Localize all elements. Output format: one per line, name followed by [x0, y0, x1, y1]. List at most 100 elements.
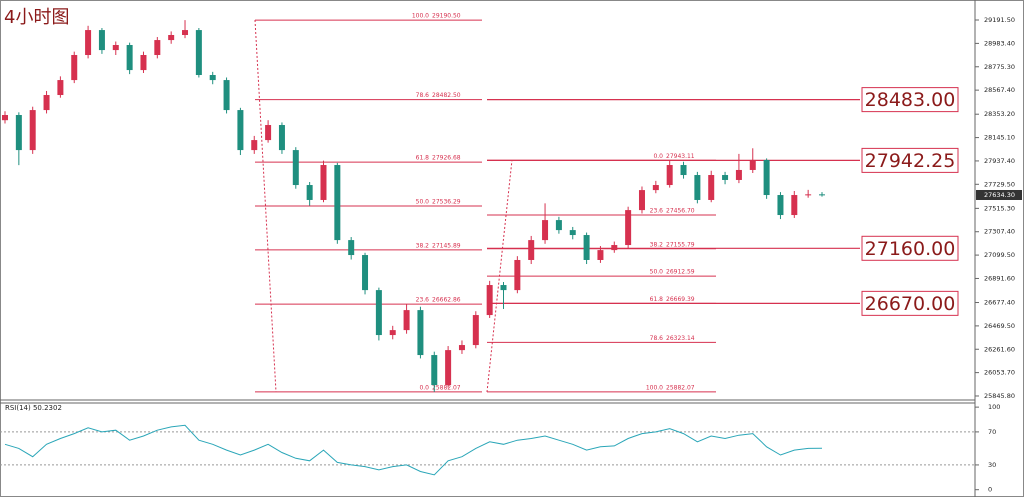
- y-tick-label: 28567.40: [984, 86, 1015, 94]
- y-tick-label: 26891.60: [984, 274, 1015, 282]
- candle-body: [154, 40, 161, 56]
- fib-price: 27536.29: [432, 199, 461, 206]
- key-level-label: 27942.25: [865, 150, 956, 172]
- fib-ratio: 61.8: [650, 296, 664, 303]
- fib-ratio: 61.8: [416, 155, 430, 162]
- fib-ratio: 78.6: [650, 335, 664, 342]
- candle-body: [652, 185, 659, 191]
- key-level-box: [861, 290, 959, 316]
- candle-body: [112, 45, 119, 51]
- y-tick-label: 100: [988, 403, 1000, 411]
- fib-price: 25882.07: [432, 384, 461, 391]
- candle-body: [29, 110, 36, 151]
- y-tick-label: 28775.30: [984, 63, 1015, 71]
- fib-ratio: 50.0: [416, 199, 430, 206]
- candle-body: [583, 235, 590, 260]
- candle-body: [805, 194, 812, 196]
- fib-price: 27943.11: [666, 153, 695, 160]
- candle-body: [445, 350, 452, 386]
- candle-body: [749, 159, 756, 170]
- y-tick-label: 25845.80: [984, 392, 1015, 400]
- y-tick-label: 27307.40: [984, 228, 1015, 236]
- y-tick-label: 27099.50: [984, 251, 1015, 259]
- candle-body: [265, 125, 272, 141]
- candle-body: [375, 290, 382, 336]
- fib-ratio: 100.0: [412, 13, 429, 20]
- candle-body: [168, 35, 175, 41]
- candle-body: [542, 220, 549, 241]
- candle-body: [528, 240, 535, 260]
- candle-body: [348, 240, 355, 256]
- fib-ratio: 100.0: [646, 384, 663, 391]
- price-tag-label: 27634.30: [984, 191, 1015, 199]
- candle-body: [597, 250, 604, 260]
- candle-body: [278, 125, 285, 151]
- candle-body: [555, 220, 562, 231]
- fib-price: 27155.79: [666, 241, 695, 248]
- candle-body: [334, 165, 341, 241]
- rsi-line: [4, 424, 823, 476]
- fib-price: 25882.07: [666, 384, 695, 391]
- candle-body: [666, 165, 673, 186]
- y-tick-label: 70: [988, 428, 996, 436]
- candle-body: [251, 140, 258, 151]
- chart-title: 4小时图: [4, 7, 69, 28]
- candle-body: [763, 159, 770, 196]
- candle-body: [791, 195, 798, 216]
- fib-price: 27145.89: [432, 242, 461, 249]
- candle-body: [500, 285, 507, 291]
- candle-body: [362, 255, 369, 291]
- fib-price: 26662.86: [432, 297, 461, 304]
- candle-body: [223, 80, 230, 111]
- key-level-label: 28483.00: [865, 89, 956, 111]
- fib-price: 27456.70: [666, 207, 695, 214]
- candle-body: [71, 55, 78, 81]
- fib-ratio: 0.0: [419, 384, 429, 391]
- fib-price: 29190.50: [432, 13, 461, 20]
- y-tick-label: 28983.40: [984, 39, 1015, 47]
- y-tick-label: 26469.50: [984, 322, 1015, 330]
- candle-body: [735, 169, 742, 180]
- candle-body: [57, 80, 64, 96]
- y-tick-label: 0: [988, 486, 992, 494]
- candle-body: [722, 175, 729, 180]
- candle-body: [292, 150, 299, 186]
- fib-price: 27926.68: [432, 155, 461, 162]
- candle-body: [569, 230, 576, 236]
- candle-body: [403, 310, 410, 331]
- y-tick-label: 28353.20: [984, 110, 1015, 118]
- candle-body: [819, 194, 825, 196]
- fib-price: 26669.39: [666, 296, 695, 303]
- candle-body: [126, 45, 133, 71]
- candle-body: [708, 175, 715, 200]
- y-tick-label: 26261.60: [984, 345, 1015, 353]
- candle-body: [472, 315, 479, 346]
- y-tick-label: 26053.70: [984, 369, 1015, 377]
- candle-body: [694, 175, 701, 200]
- candle-body: [237, 110, 244, 151]
- fib-ratio: 38.2: [416, 242, 430, 249]
- rsi-title: RSI(14) 50.2302: [5, 404, 62, 412]
- candle-body: [182, 30, 189, 36]
- fib-ratio: 23.6: [416, 297, 430, 304]
- key-level-box: [861, 87, 959, 113]
- candle-body: [389, 330, 396, 336]
- candle-body: [777, 195, 784, 216]
- candle-body: [417, 310, 424, 356]
- y-tick-label: 28145.10: [984, 134, 1015, 142]
- candle-body: [2, 115, 8, 121]
- candle-body: [486, 285, 493, 316]
- candle-body: [140, 55, 147, 71]
- candle-body: [85, 30, 92, 56]
- y-tick-label: 27515.30: [984, 204, 1015, 212]
- candle-body: [431, 355, 438, 386]
- candle-body: [458, 345, 465, 351]
- candle-body: [514, 259, 521, 291]
- fib-price: 26912.59: [666, 269, 695, 276]
- y-tick-label: 30: [988, 461, 996, 469]
- fib-ratio: 50.0: [650, 269, 664, 276]
- y-tick-label: 29191.50: [984, 16, 1015, 24]
- candle-body: [320, 165, 327, 200]
- key-level-label: 27160.00: [865, 238, 956, 260]
